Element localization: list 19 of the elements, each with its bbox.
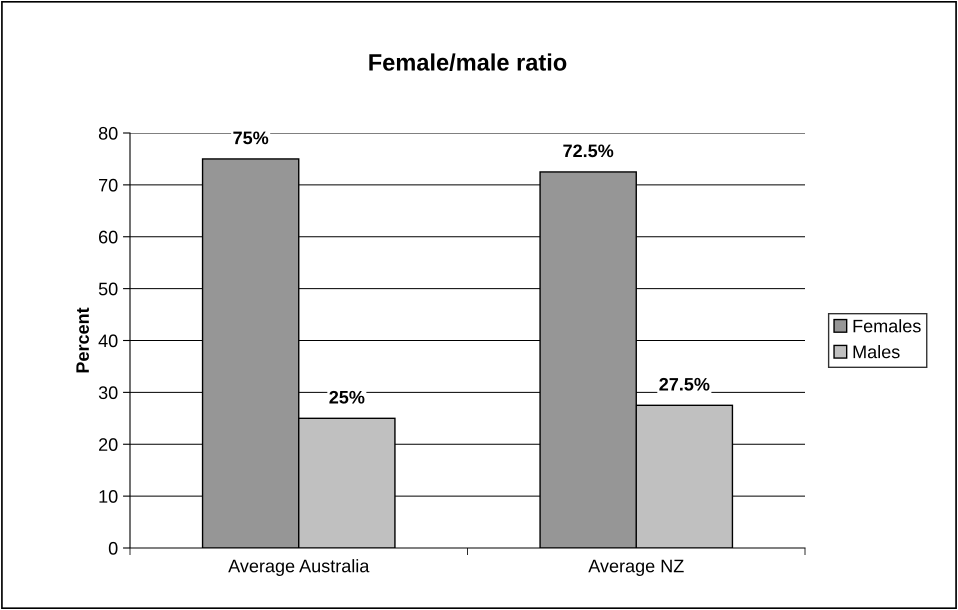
data-label: 27.5% — [659, 378, 710, 391]
legend-label: Males — [854, 345, 900, 358]
y-tick-label: 30 — [98, 386, 118, 400]
y-tick-label: 50 — [98, 282, 118, 296]
y-tick-label: 0 — [108, 542, 118, 555]
chart-title: Female/male ratio — [369, 53, 566, 71]
data-label: 72.5% — [563, 144, 614, 158]
y-tick-label: 10 — [99, 490, 118, 503]
x-tick-label: Average NZ — [588, 560, 684, 576]
data-label: 25% — [329, 390, 364, 404]
y-tick-label: 70 — [99, 178, 118, 192]
legend-label: Females — [854, 319, 921, 332]
data-label: 75% — [233, 132, 268, 144]
y-tick-label: 40 — [98, 334, 118, 348]
y-tick-label: 60 — [99, 230, 118, 244]
y-tick-label: 80 — [98, 126, 118, 140]
x-tick-label: Average Australia — [228, 559, 370, 576]
y-axis-title: Percent — [76, 308, 89, 372]
y-tick-label: 20 — [99, 438, 118, 451]
